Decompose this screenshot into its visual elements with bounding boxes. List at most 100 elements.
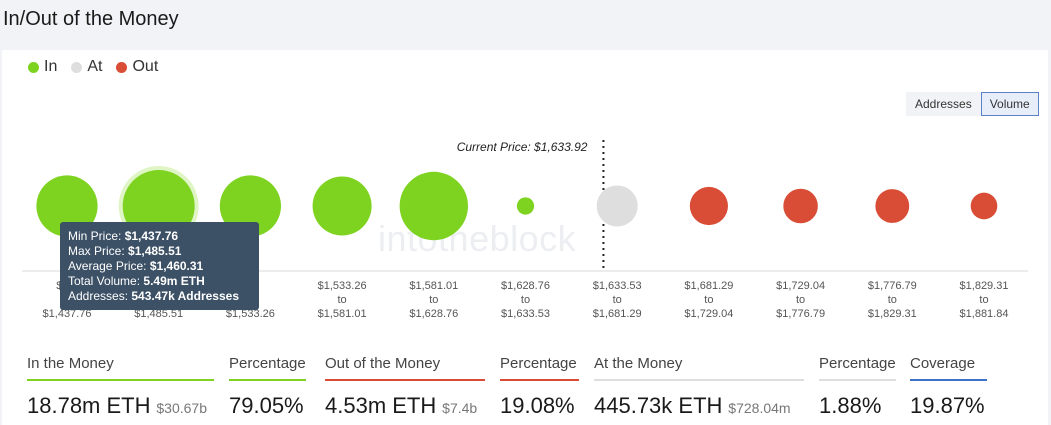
stat-in-the-money: In the Money 18.78m ETH $30.67b — [27, 355, 214, 419]
tooltip-min-label: Min Price: — [68, 229, 122, 243]
stat-value: 18.78m ETH $30.67b — [27, 393, 214, 419]
legend-at-dot — [71, 61, 83, 73]
legend-in-dot — [28, 61, 39, 73]
range-sep: to — [979, 294, 989, 306]
stat-value: 445.73k ETH $728.04m — [594, 393, 804, 419]
tooltip-addr-value: 543.47k Addresses — [131, 289, 240, 303]
range-label: $1,829.31 to $1,881.84 — [939, 279, 1029, 321]
legend-at[interactable]: At — [71, 58, 102, 76]
range-label: $1,681.29 to $1,729.04 — [664, 279, 754, 321]
summary-stats: In the Money 18.78m ETH $30.67b Percentage… — [0, 355, 1051, 425]
bubble-in[interactable] — [36, 175, 98, 237]
stat-percentage: Percentage 1.88% — [819, 355, 896, 419]
range-from: $1,633.53 — [592, 280, 642, 292]
bubble-in[interactable] — [399, 171, 468, 241]
range-to: $1,829.31 — [867, 308, 917, 320]
range-to: $1,881.84 — [959, 308, 1009, 320]
stat-underline — [594, 379, 804, 381]
range-from: $1,776.79 — [867, 280, 917, 292]
stat-value: 79.05% — [229, 393, 306, 419]
stat-main-value: 18.78m ETH — [27, 393, 151, 418]
tooltip-max-label: Max Price: — [68, 244, 125, 258]
range-label: $1,633.53 to $1,681.29 — [572, 279, 662, 321]
tooltip-avg-value: $1,460.31 — [149, 259, 204, 273]
stat-value: 1.88% — [819, 393, 896, 419]
bubble-out[interactable] — [970, 192, 998, 220]
bubble-in[interactable] — [516, 197, 535, 215]
stat-underline — [500, 379, 579, 381]
stat-label: At the Money — [594, 355, 683, 372]
range-to: $1,485.51 — [134, 308, 184, 320]
range-to: $1,628.76 — [409, 308, 459, 320]
range-sep: to — [520, 294, 531, 306]
stat-underline — [910, 379, 987, 381]
view-toggle: Addresses Volume — [906, 92, 1039, 116]
stat-coverage: Coverage 19.87% — [910, 355, 987, 419]
tooltip-max-value: $1,485.51 — [128, 244, 182, 258]
range-from: $1,729.04 — [776, 280, 826, 292]
bubble-in[interactable] — [219, 175, 281, 237]
range-label: $1,485.51 — [114, 279, 204, 321]
range-sep: to — [704, 294, 714, 306]
tooltip-vol-label: Total Volume: — [68, 274, 141, 288]
bubble-out[interactable] — [783, 188, 818, 224]
stat-out-of-the-money: Out of the Money 4.53m ETH $7.4b — [325, 355, 485, 419]
stat-label: Percentage — [229, 355, 306, 372]
range-sep: to — [429, 294, 439, 306]
legend-out-dot — [116, 61, 128, 73]
legend-in[interactable]: In — [28, 58, 57, 76]
range-label: $1,628.76 to $1,633.53 — [481, 279, 571, 321]
stat-main-value: 1.88% — [819, 393, 882, 418]
stat-label: Percentage — [819, 355, 896, 372]
range-sep: to — [796, 294, 806, 306]
range-sep: to — [612, 294, 622, 306]
stat-value: 4.53m ETH $7.4b — [325, 393, 485, 419]
current-price-label: Current Price: $1,633.92 — [457, 140, 588, 154]
stat-percentage: Percentage 19.08% — [500, 355, 579, 419]
addresses-button[interactable]: Addresses — [906, 92, 981, 116]
stat-main-value: 4.53m ETH — [325, 393, 437, 418]
legend-out-label: Out — [132, 58, 159, 75]
range-to: $1,776.79 — [776, 308, 826, 320]
stat-label: Percentage — [500, 355, 577, 372]
tooltip-addr-label: Addresses: — [68, 289, 129, 303]
page-title: In/Out of the Money — [3, 8, 179, 30]
range-label: $1,533.26 to $1,581.01 — [297, 279, 387, 321]
range-label: $1,776.79 to $1,829.31 — [847, 279, 937, 321]
stat-main-value: 19.08% — [500, 393, 575, 418]
volume-button[interactable]: Volume — [980, 92, 1039, 116]
stat-underline — [229, 379, 306, 381]
tooltip-vol-value: 5.49m ETH — [143, 274, 205, 288]
stat-underline — [325, 379, 485, 381]
legend-at-label: At — [87, 58, 103, 75]
stat-sub-value: $30.67b — [152, 400, 207, 416]
range-label: $1,581.01 to $1,628.76 — [389, 279, 479, 321]
stat-main-value: 445.73k ETH — [594, 393, 723, 418]
stat-sub-value: $7.4b — [438, 400, 478, 416]
range-label: $1,729.04 to $1,776.79 — [756, 279, 846, 321]
legend-out[interactable]: Out — [116, 58, 158, 76]
range-to: $1,681.29 — [592, 308, 642, 320]
bubble-out[interactable] — [689, 186, 728, 226]
range-to: $1,581.01 — [317, 308, 367, 320]
legend-in-label: In — [44, 58, 58, 75]
bubble-in[interactable] — [312, 176, 372, 236]
chart-legend: In At Out — [28, 58, 158, 76]
stat-label: Out of the Money — [325, 355, 441, 372]
tooltip-avg-label: Average Price: — [68, 259, 147, 273]
range-from: $1,581.01 — [409, 280, 459, 292]
range-to: $1,633.53 — [501, 308, 550, 320]
stat-percentage: Percentage 79.05% — [229, 355, 306, 419]
bubble-at[interactable] — [596, 185, 638, 227]
tooltip-avg-row: Average Price: $1,460.31 — [68, 259, 259, 274]
range-from: $1,829.31 — [959, 280, 1009, 292]
range-to: $1,533.26 — [225, 308, 275, 320]
stat-main-value: 79.05% — [229, 393, 304, 418]
tooltip-addr-row: Addresses: 543.47k Addresses — [68, 289, 259, 304]
bubble-tooltip: Min Price: $1,437.76 Max Price: $1,485.5… — [60, 222, 259, 310]
stat-at-the-money: At the Money 445.73k ETH $728.04m — [594, 355, 804, 419]
stat-underline — [27, 379, 214, 381]
range-from: $1,628.76 — [501, 280, 550, 292]
stat-value: 19.87% — [910, 393, 987, 419]
bubble-out[interactable] — [875, 189, 910, 223]
